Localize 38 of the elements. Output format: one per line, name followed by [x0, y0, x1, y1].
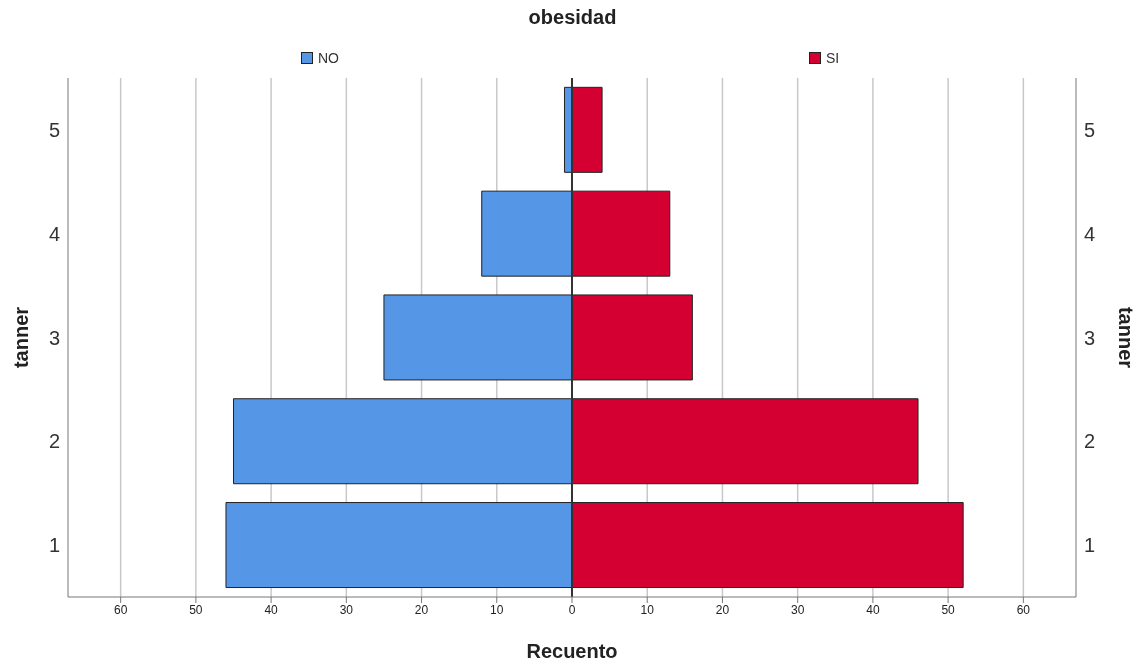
y-tick-label: 4 — [1084, 222, 1096, 245]
legend-label: SI — [825, 50, 840, 66]
bar — [571, 502, 964, 589]
x-tick-label: 10 — [490, 602, 504, 617]
x-tick-label: 20 — [414, 602, 429, 617]
y-axis-title: tanner — [9, 305, 33, 370]
y-tick-label: 3 — [1084, 326, 1096, 349]
category-label: 3 — [48, 326, 60, 349]
y2-axis-title: tanner — [1113, 305, 1137, 370]
x-tick-label: 50 — [941, 602, 956, 617]
x-tick-label: 20 — [715, 602, 730, 617]
bar — [225, 502, 573, 589]
bar — [232, 398, 573, 485]
chart-title: obesidad — [527, 6, 618, 29]
y-tick-label: 1 — [1084, 534, 1096, 557]
x-tick-label: 30 — [790, 602, 805, 617]
x-tick-label: 0 — [568, 602, 576, 617]
x-tick-label: 30 — [339, 602, 354, 617]
category-label: 4 — [48, 222, 60, 245]
x-tick-label: 40 — [866, 602, 880, 617]
category-label: 1 — [48, 534, 60, 557]
category-label: 5 — [48, 119, 60, 141]
bar — [571, 294, 693, 381]
legend-label: NO — [318, 50, 339, 66]
x-tick-label: 50 — [189, 602, 203, 617]
x-tick-label: 60 — [1016, 602, 1031, 617]
bar — [571, 190, 671, 277]
x-tick-label: 40 — [264, 602, 279, 617]
x-axis-title: Recuento — [525, 640, 619, 663]
bar — [481, 190, 573, 277]
bar — [571, 86, 603, 173]
category-label: 2 — [48, 430, 60, 453]
bar — [383, 294, 573, 381]
y-tick-label: 2 — [1084, 430, 1096, 453]
bar — [571, 398, 919, 485]
x-tick-label: 10 — [640, 602, 655, 617]
x-tick-label: 60 — [113, 602, 128, 617]
y-tick-label: 5 — [1084, 119, 1096, 141]
